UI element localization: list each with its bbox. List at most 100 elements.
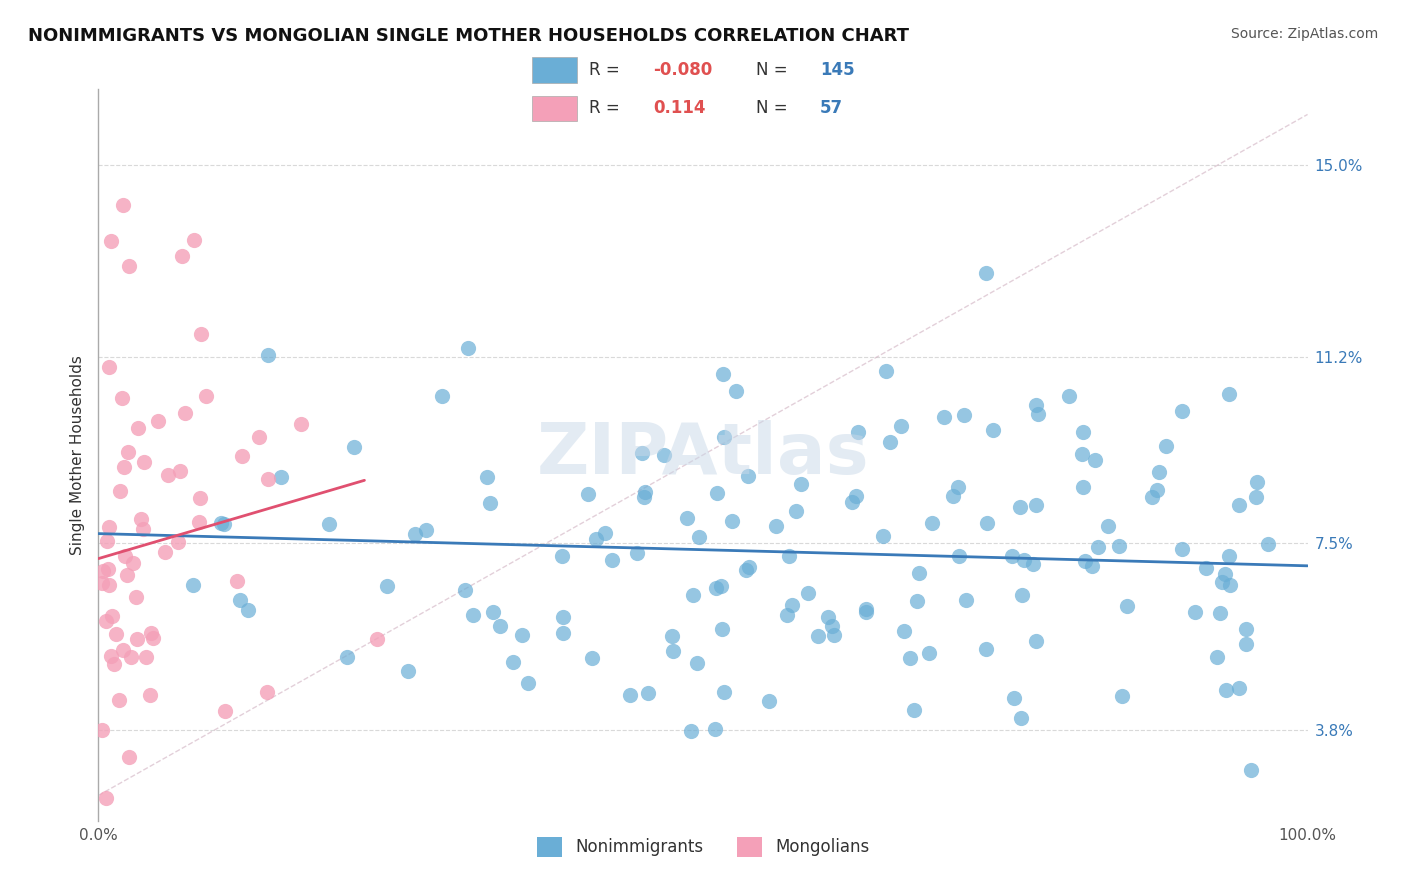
- Mongolians: [97, 520, 120, 534]
- Nonimmigrants: [898, 650, 921, 665]
- Nonimmigrants: [785, 504, 807, 518]
- Nonimmigrants: [1025, 634, 1047, 648]
- Nonimmigrants: [593, 526, 616, 541]
- Nonimmigrants: [855, 602, 877, 616]
- Mongolians: [188, 491, 211, 505]
- Nonimmigrants: [686, 656, 709, 670]
- Nonimmigrants: [489, 619, 512, 633]
- Nonimmigrants: [780, 599, 803, 613]
- Nonimmigrants: [1213, 566, 1236, 581]
- Nonimmigrants: [457, 341, 479, 355]
- Mongolians: [98, 578, 121, 592]
- Text: 57: 57: [820, 100, 844, 118]
- Nonimmigrants: [797, 586, 820, 600]
- Nonimmigrants: [404, 527, 426, 541]
- Nonimmigrants: [1071, 425, 1094, 439]
- Mongolians: [183, 233, 205, 247]
- Nonimmigrants: [681, 723, 703, 738]
- Mongolians: [170, 249, 193, 263]
- Nonimmigrants: [637, 686, 659, 700]
- Nonimmigrants: [1239, 763, 1261, 777]
- Mongolians: [366, 632, 388, 646]
- Text: NONIMMIGRANTS VS MONGOLIAN SINGLE MOTHER HOUSEHOLDS CORRELATION CHART: NONIMMIGRANTS VS MONGOLIAN SINGLE MOTHER…: [28, 27, 910, 45]
- Text: 0.114: 0.114: [652, 100, 706, 118]
- Nonimmigrants: [953, 409, 976, 423]
- Mongolians: [108, 483, 131, 498]
- Mongolians: [187, 515, 209, 529]
- Nonimmigrants: [661, 629, 683, 643]
- Nonimmigrants: [1246, 490, 1268, 504]
- Nonimmigrants: [1111, 690, 1133, 704]
- Nonimmigrants: [1218, 387, 1240, 401]
- Nonimmigrants: [918, 646, 941, 660]
- Mongolians: [108, 692, 131, 706]
- Nonimmigrants: [1010, 500, 1032, 514]
- Mongolians: [194, 389, 217, 403]
- Nonimmigrants: [1011, 588, 1033, 602]
- Text: R =: R =: [589, 61, 624, 78]
- Nonimmigrants: [1022, 557, 1045, 571]
- Mongolians: [231, 450, 253, 464]
- Nonimmigrants: [976, 516, 998, 530]
- Nonimmigrants: [955, 593, 977, 607]
- Mongolians: [117, 445, 139, 459]
- Mongolians: [156, 467, 179, 482]
- Nonimmigrants: [229, 592, 252, 607]
- Mongolians: [129, 512, 152, 526]
- Nonimmigrants: [845, 490, 868, 504]
- Mongolians: [134, 455, 156, 469]
- Nonimmigrants: [1074, 554, 1097, 568]
- Nonimmigrants: [817, 609, 839, 624]
- Nonimmigrants: [619, 689, 641, 703]
- Legend: Nonimmigrants, Mongolians: Nonimmigrants, Mongolians: [530, 830, 876, 863]
- Nonimmigrants: [946, 480, 969, 494]
- Nonimmigrants: [415, 523, 437, 537]
- Nonimmigrants: [510, 628, 533, 642]
- Nonimmigrants: [737, 469, 759, 483]
- Nonimmigrants: [576, 487, 599, 501]
- Mongolians: [114, 549, 136, 564]
- Nonimmigrants: [209, 516, 232, 530]
- Bar: [531, 95, 578, 121]
- Nonimmigrants: [903, 703, 925, 717]
- Nonimmigrants: [1208, 606, 1230, 620]
- Nonimmigrants: [934, 409, 956, 424]
- Nonimmigrants: [704, 581, 727, 595]
- Nonimmigrants: [1171, 541, 1194, 556]
- Nonimmigrants: [454, 582, 477, 597]
- Mongolians: [100, 234, 122, 248]
- Nonimmigrants: [1227, 681, 1250, 695]
- Nonimmigrants: [1206, 650, 1229, 665]
- Nonimmigrants: [807, 629, 830, 643]
- Mongolians: [118, 259, 141, 273]
- Mongolians: [105, 626, 128, 640]
- Mongolians: [122, 556, 145, 570]
- Mongolians: [120, 649, 142, 664]
- Mongolians: [96, 533, 118, 548]
- Y-axis label: Single Mother Households: Single Mother Households: [69, 355, 84, 555]
- Nonimmigrants: [585, 532, 607, 546]
- Mongolians: [91, 564, 114, 578]
- Mongolians: [290, 417, 312, 432]
- Nonimmigrants: [1257, 536, 1279, 550]
- Mongolians: [146, 414, 169, 428]
- Nonimmigrants: [553, 610, 575, 624]
- Mongolians: [173, 406, 195, 420]
- Nonimmigrants: [908, 566, 931, 580]
- Nonimmigrants: [706, 485, 728, 500]
- Nonimmigrants: [343, 441, 366, 455]
- Nonimmigrants: [976, 266, 998, 280]
- Nonimmigrants: [1140, 491, 1163, 505]
- Nonimmigrants: [713, 684, 735, 698]
- Nonimmigrants: [872, 528, 894, 542]
- Nonimmigrants: [1081, 559, 1104, 574]
- Nonimmigrants: [879, 435, 901, 450]
- Nonimmigrants: [183, 578, 205, 592]
- Nonimmigrants: [1025, 398, 1047, 412]
- Text: N =: N =: [755, 100, 793, 118]
- Nonimmigrants: [318, 516, 340, 531]
- Nonimmigrants: [1195, 561, 1218, 575]
- Nonimmigrants: [682, 588, 704, 602]
- Mongolians: [111, 392, 134, 406]
- Nonimmigrants: [1028, 407, 1050, 421]
